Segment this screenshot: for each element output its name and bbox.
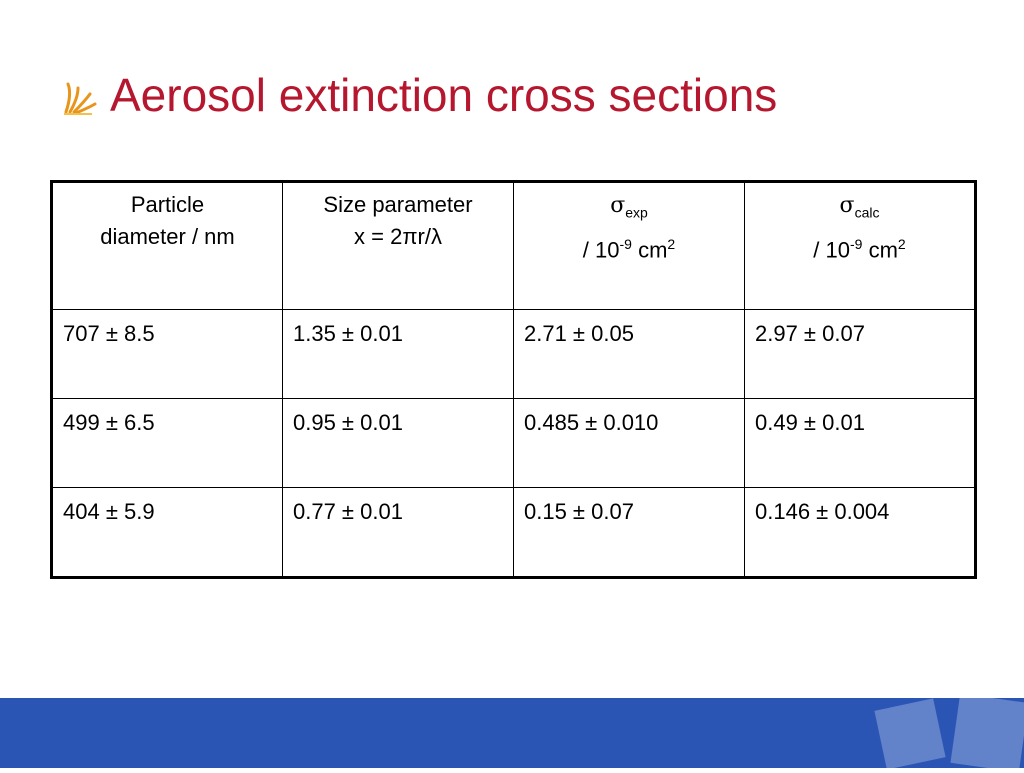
footer-decoration — [874, 693, 1024, 773]
footer-band — [0, 693, 1024, 773]
data-cell: 0.95 ± 0.01 — [282, 398, 514, 488]
data-table: Particle diameter / nm Size parameter x … — [50, 180, 977, 579]
data-cell: 404 ± 5.9 — [51, 487, 283, 578]
header-text: Size parameter — [323, 192, 473, 217]
data-cell: 499 ± 6.5 — [51, 398, 283, 488]
symbol: σ — [839, 193, 855, 218]
header-cell: σexp / 10-9 cm2 — [513, 181, 745, 310]
header-text: Particle — [130, 192, 205, 217]
data-cell: 0.49 ± 0.01 — [744, 398, 976, 488]
data-row: 404 ± 5.9 0.77 ± 0.01 0.15 ± 0.07 0.146 ± 0… — [51, 487, 976, 578]
data-cell: 2.71 ± 0.05 — [513, 309, 745, 399]
superscript: -9 — [850, 236, 863, 253]
header-text: / 10 — [582, 237, 620, 263]
slide-title: Aerosol extinction cross sections — [110, 69, 778, 121]
data-cell: 0.485 ± 0.010 — [513, 398, 745, 488]
data-cell: 0.77 ± 0.01 — [282, 487, 514, 578]
superscript: 2 — [897, 236, 906, 253]
subscript: calc — [854, 204, 880, 221]
header-text: cm — [868, 237, 898, 263]
superscript: -9 — [619, 236, 632, 253]
data-row: 499 ± 6.5 0.95 ± 0.01 0.485 ± 0.010 0.49 ± … — [51, 398, 976, 488]
bullet-icon — [64, 82, 97, 115]
header-text: / 10 — [813, 237, 850, 263]
superscript: 2 — [667, 236, 676, 253]
header-text: x = 2πr/λ — [354, 224, 442, 249]
data-cell: 0.146 ± 0.004 — [744, 487, 976, 578]
header-cell: Particle diameter / nm — [51, 181, 283, 310]
data-row: 707 ± 8.5 1.35 ± 0.01 2.71 ± 0.05 2.97 ± 0.… — [51, 309, 976, 399]
header-cell: Size parameter x = 2πr/λ — [282, 181, 514, 310]
header-text: cm — [638, 237, 668, 263]
data-cell: 2.97 ± 0.07 — [744, 309, 976, 399]
data-cell: 0.15 ± 0.07 — [513, 487, 745, 578]
data-cell: 1.35 ± 0.01 — [282, 309, 514, 399]
data-cell: 707 ± 8.5 — [51, 309, 283, 399]
header-text: diameter / nm — [100, 224, 235, 249]
header-cell: σcalc / 10-9 cm2 — [744, 181, 976, 310]
header-row: Particle diameter / nm Size parameter x … — [51, 181, 976, 310]
symbol: σ — [610, 193, 626, 218]
subscript: exp — [625, 204, 648, 221]
